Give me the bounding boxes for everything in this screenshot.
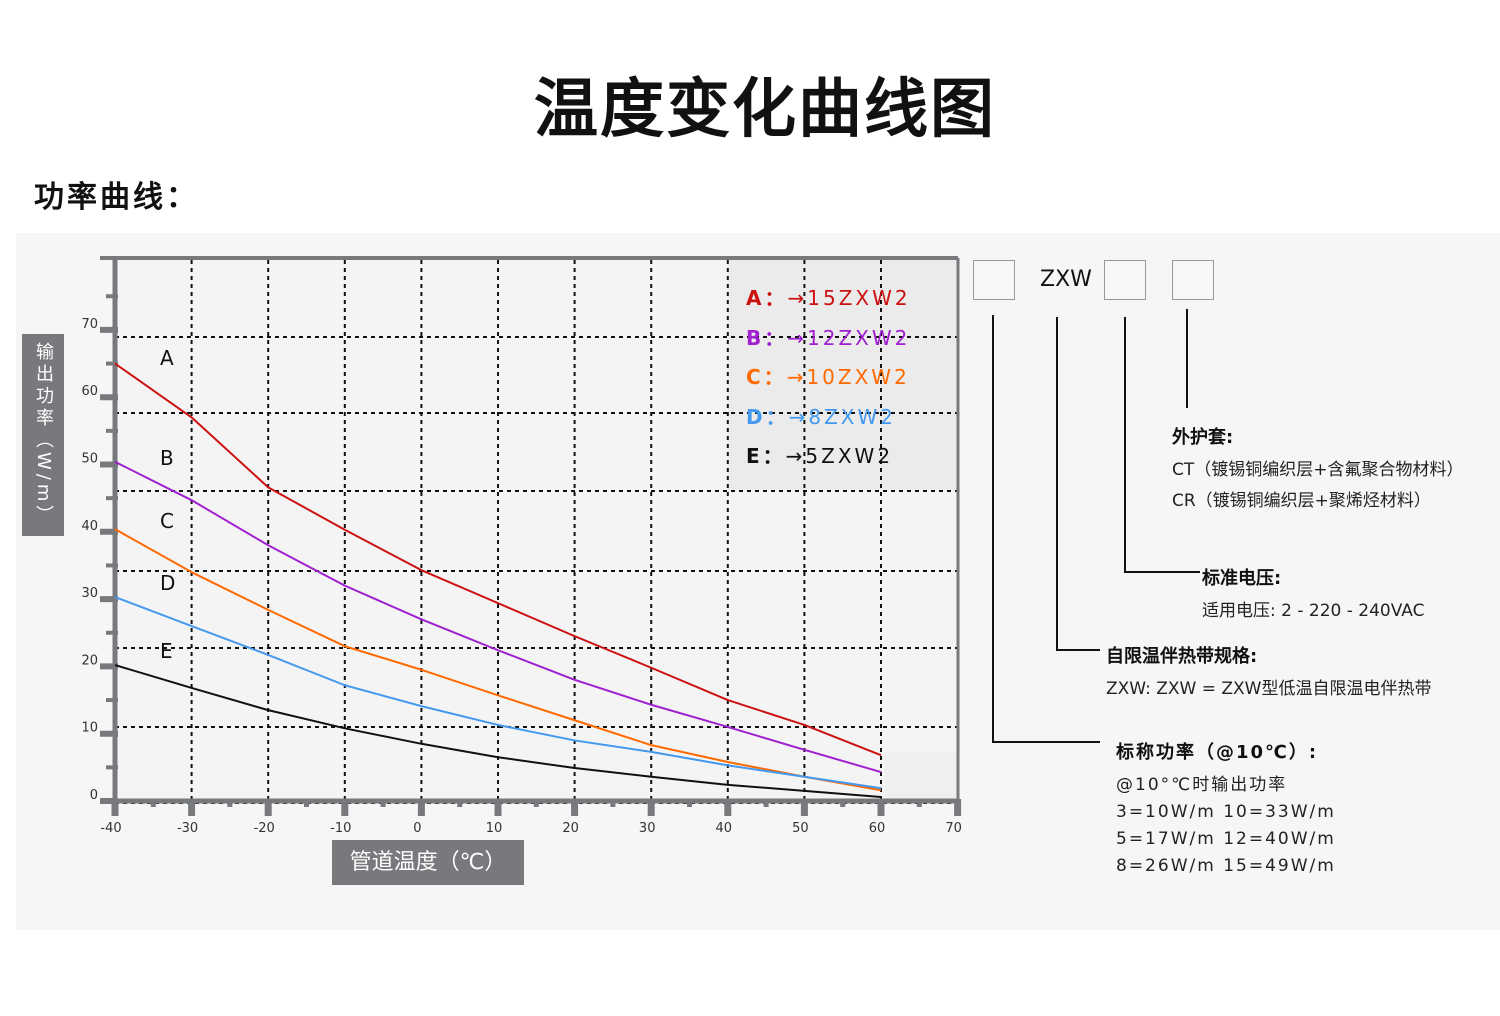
x-tick-label: -40 [100, 821, 121, 836]
legend-text: →12ZXW2 [787, 325, 911, 350]
x-tick-label: 10 [486, 821, 503, 836]
connector-voltage [1124, 317, 1200, 573]
jacket-heading: 外护套: [1172, 427, 1234, 448]
x-tick-label: 60 [869, 821, 886, 836]
series-line-e [114, 664, 882, 798]
x-tick-label: -30 [177, 821, 198, 836]
power-line: 5=17W/m 12=40W/m [1116, 829, 1336, 849]
power-line: 8=26W/m 15=49W/m [1116, 856, 1336, 876]
power-line: @10°℃时输出功率 [1116, 775, 1288, 795]
spec-heading: 自限温伴热带规格: [1106, 646, 1258, 667]
legend-text: →8ZXW2 [788, 404, 896, 429]
model-box-jacket [1172, 260, 1214, 300]
x-tick-label: 40 [716, 821, 733, 836]
legend-text: →10ZXW2 [786, 365, 910, 389]
y-tick-label: 70 [81, 317, 98, 332]
y-tick-label: 30 [81, 586, 98, 601]
section-title: 功率曲线： [34, 180, 199, 215]
x-tick-label: 30 [639, 821, 656, 836]
voltage-heading: 标准电压: [1202, 568, 1282, 589]
y-tick-label: 10 [81, 721, 98, 736]
jacket-info: 外护套: CT（镀锡铜编织层+含氟聚合物材料） CR（镀锡铜编织层+聚烯烃材料） [1172, 423, 1464, 511]
connector-power [992, 315, 1100, 743]
model-code: ZXW [1040, 267, 1092, 292]
legend-key: A： [746, 286, 788, 310]
y-tick-label: 0 [90, 788, 98, 803]
x-tick-label: -20 [254, 821, 275, 836]
y-axis-label: 输出功率（W/m） [22, 334, 64, 536]
power-heading: 标称功率（@10℃）: [1116, 742, 1319, 763]
curve-label-b: B [160, 446, 174, 470]
model-box-power [973, 260, 1015, 300]
legend-background [728, 258, 958, 490]
x-tick-label: 50 [792, 821, 809, 836]
connector-spec [1056, 317, 1100, 651]
series-line-a [114, 362, 882, 757]
legend-key: D： [746, 404, 789, 429]
legend-text: →15ZXW2 [787, 286, 911, 310]
plot-corner [885, 752, 958, 801]
legend-item-d: D：→8ZXW2 [746, 401, 896, 430]
curve-label-a: A [160, 346, 174, 370]
x-tick-label: 70 [945, 821, 962, 836]
series-line-c [114, 528, 882, 792]
y-tick-label: 40 [81, 519, 98, 534]
page-title: 温度变化曲线图 [534, 73, 996, 147]
x-axis-label: 管道温度（℃） [332, 840, 524, 885]
legend-key: B： [746, 325, 788, 350]
legend-key: E： [746, 444, 786, 468]
jacket-line: CT（镀锡铜编织层+含氟聚合物材料） [1172, 460, 1464, 480]
curve-label-c: C [160, 509, 174, 533]
spec-info: 自限温伴热带规格: ZXW: ZXW = ZXW型低温自限温电伴热带 [1106, 642, 1432, 699]
legend-item-b: B：→12ZXW2 [746, 322, 910, 351]
power-line: 3=10W/m 10=33W/m [1116, 802, 1336, 822]
series-line-d [114, 596, 882, 790]
series-line-b [114, 460, 882, 774]
legend-key: C： [746, 365, 787, 389]
legend-item-a: A：→15ZXW2 [746, 282, 911, 311]
spec-line: ZXW: ZXW = ZXW型低温自限温电伴热带 [1106, 679, 1432, 699]
jacket-line: CR（镀锡铜编织层+聚烯烃材料） [1172, 491, 1431, 511]
voltage-info: 标准电压: 适用电压: 2 - 220 - 240VAC [1202, 564, 1424, 621]
model-box-voltage [1104, 260, 1146, 300]
y-tick-label: 20 [81, 653, 98, 668]
x-tick-label: 0 [413, 821, 421, 836]
y-tick-label: 60 [81, 384, 98, 399]
curve-label-d: D [160, 571, 175, 595]
legend-item-c: C：→10ZXW2 [746, 361, 910, 390]
x-tick-label: 20 [562, 821, 579, 836]
x-tick-label: -10 [330, 821, 351, 836]
legend-text: →5ZXW2 [785, 444, 894, 468]
legend-item-e: E：→5ZXW2 [746, 440, 893, 469]
y-tick-label: 50 [81, 452, 98, 467]
power-info: 标称功率（@10℃）: @10°℃时输出功率 3=10W/m 10=33W/m … [1116, 738, 1336, 876]
voltage-line: 适用电压: 2 - 220 - 240VAC [1202, 601, 1425, 621]
curve-label-e: E [160, 639, 173, 663]
